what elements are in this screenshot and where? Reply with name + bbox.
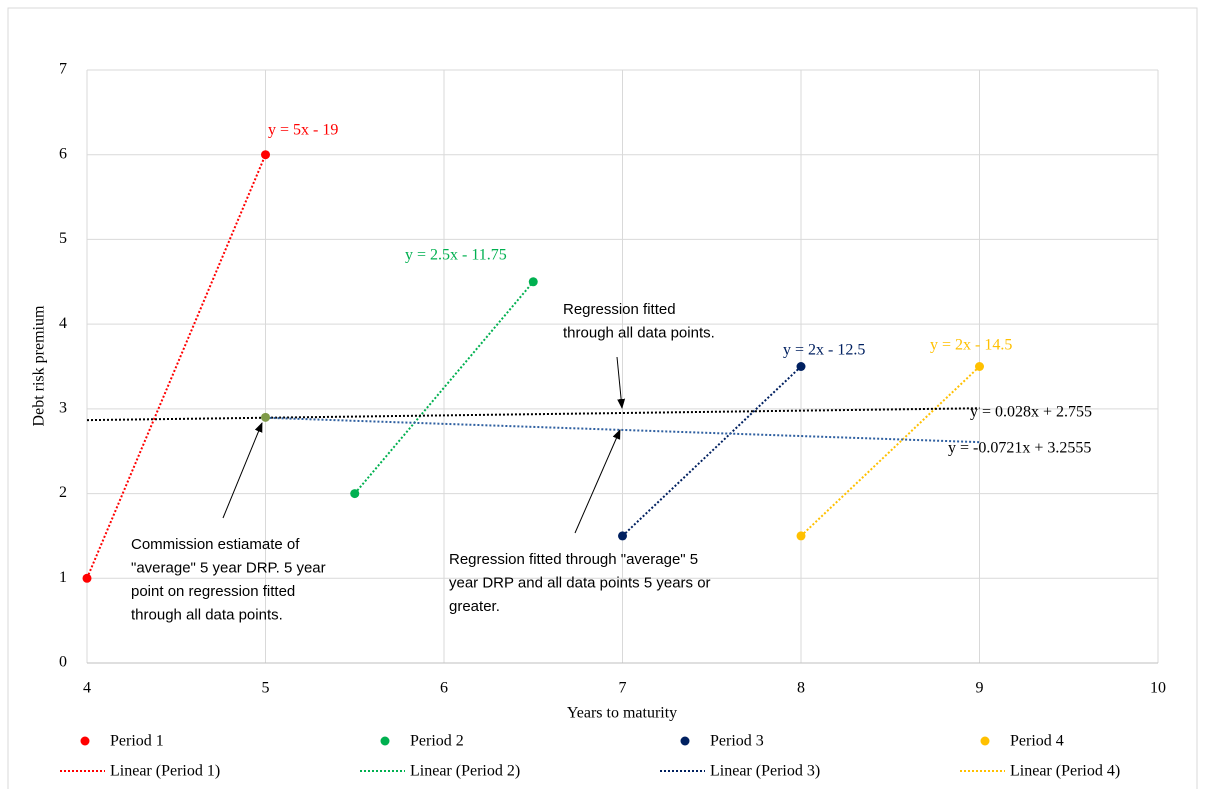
annotation-text: through all data points. [563,324,715,341]
annotation-arrow [222,422,263,519]
point [261,150,270,160]
legend-label: Linear (Period 4) [1010,763,1120,780]
y-tick-label: 0 [59,654,67,671]
annotation-text: Regression fitted through "average" 5 [449,551,698,568]
annotation-text: greater. [449,598,500,615]
legend-label: Linear (Period 1) [110,763,220,780]
annotation-text: Regression fitted [563,301,676,318]
y-tick-label: 2 [59,484,67,501]
x-axis-title: Years to maturity [567,705,677,722]
legend-label: Period 3 [710,733,764,750]
y-axis-title: Debt risk premium [31,305,48,426]
y-tick-label: 7 [59,61,67,78]
annotation-text: Commission estiamate of [131,536,300,553]
x-tick-label: 10 [1150,680,1166,697]
x-tick-label: 9 [976,680,984,697]
y-tick-label: 5 [59,230,67,247]
equation-label: y = 2x - 12.5 [783,342,865,359]
y-tick-label: 3 [59,400,67,417]
annotation-text: year DRP and all data points 5 years or [449,574,711,591]
trend-line [800,365,981,537]
legend-marker [680,736,690,746]
x-tick-label: 8 [797,680,805,697]
legend-label: Period 4 [1010,733,1064,750]
point [796,362,806,371]
point [528,277,538,287]
y-tick-label: 6 [59,145,67,162]
legend-label: Period 2 [410,733,464,750]
trend-line [265,416,980,444]
legend-label: Linear (Period 3) [710,763,820,780]
equation-label: y = 5x - 19 [268,122,338,139]
y-tick-label: 1 [59,569,67,586]
annotation-arrow [574,429,621,534]
y-tick-label: 4 [59,315,67,332]
annotation-arrow [616,356,626,409]
point [350,489,360,499]
trend-line [86,407,980,422]
legend-label: Period 1 [110,733,164,750]
x-tick-label: 4 [83,680,91,697]
point [975,362,984,371]
legend-label: Linear (Period 2) [410,763,520,780]
equation-label: y = 2x - 14.5 [930,337,1012,354]
trend-line [86,154,267,579]
equation-label: y = 0.028x + 2.755 [970,404,1092,421]
chart-border [7,7,1198,789]
trend-line [621,365,802,537]
annotation-text: "average" 5 year DRP. 5 year [131,559,326,576]
x-tick-label: 6 [440,680,448,697]
point [796,531,806,541]
annotation-text: point on regression fitted [131,583,295,600]
x-tick-label: 7 [619,680,627,697]
annotation-text: through all data points. [131,606,283,623]
x-tick-label: 5 [262,680,270,697]
equation-label: y = 2.5x - 11.75 [405,247,507,264]
point [82,573,92,583]
point [618,531,627,541]
legend-marker [980,736,990,746]
equation-label: y = -0.0721x + 3.2555 [948,440,1091,457]
legend-marker [80,736,90,746]
legend-marker [380,736,390,746]
point [261,412,270,422]
